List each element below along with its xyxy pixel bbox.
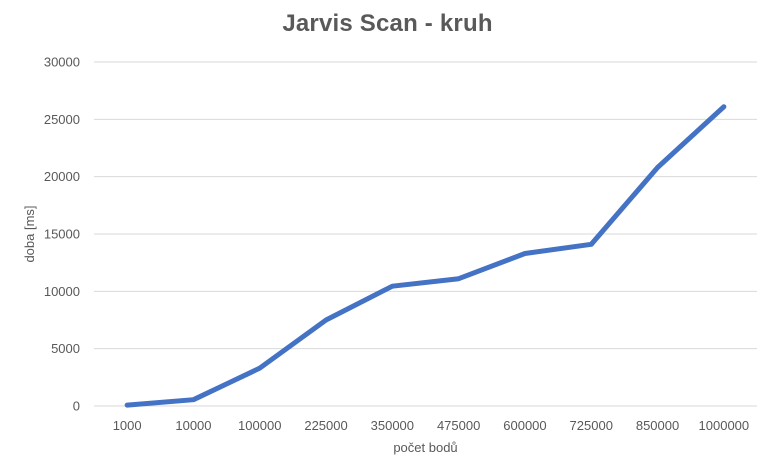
y-tick-label: 15000 <box>44 227 80 242</box>
data-point <box>722 105 726 109</box>
data-point <box>589 242 593 246</box>
data-point <box>324 318 328 322</box>
data-point <box>523 251 527 255</box>
series-line <box>124 104 727 408</box>
chart-title: Jarvis Scan - kruh <box>282 10 493 37</box>
y-tick-label: 20000 <box>44 169 80 184</box>
x-tick-label: 10000 <box>175 418 211 433</box>
data-point <box>191 398 195 402</box>
x-tick-label: 1000 <box>113 418 142 433</box>
data-point <box>125 403 129 407</box>
x-tick-label: 475000 <box>437 418 480 433</box>
x-tick-label: 850000 <box>636 418 679 433</box>
data-point <box>258 366 262 370</box>
y-tick-label: 0 <box>73 399 80 414</box>
x-axis-title: počet bodů <box>393 440 457 455</box>
y-tick-label: 30000 <box>44 55 80 70</box>
y-tick-label: 25000 <box>44 112 80 127</box>
data-point <box>390 284 394 288</box>
y-tick-label: 10000 <box>44 284 80 299</box>
x-tick-label: 350000 <box>371 418 414 433</box>
y-tick-label: 5000 <box>51 341 80 356</box>
x-tick-label: 225000 <box>304 418 347 433</box>
x-tick-label: 725000 <box>570 418 613 433</box>
data-point <box>457 277 461 281</box>
x-tick-label: 600000 <box>503 418 546 433</box>
y-axis-title: doba [ms] <box>22 205 37 262</box>
data-point <box>656 165 660 169</box>
x-tick-label: 1000000 <box>699 418 750 433</box>
x-tick-label: 100000 <box>238 418 281 433</box>
